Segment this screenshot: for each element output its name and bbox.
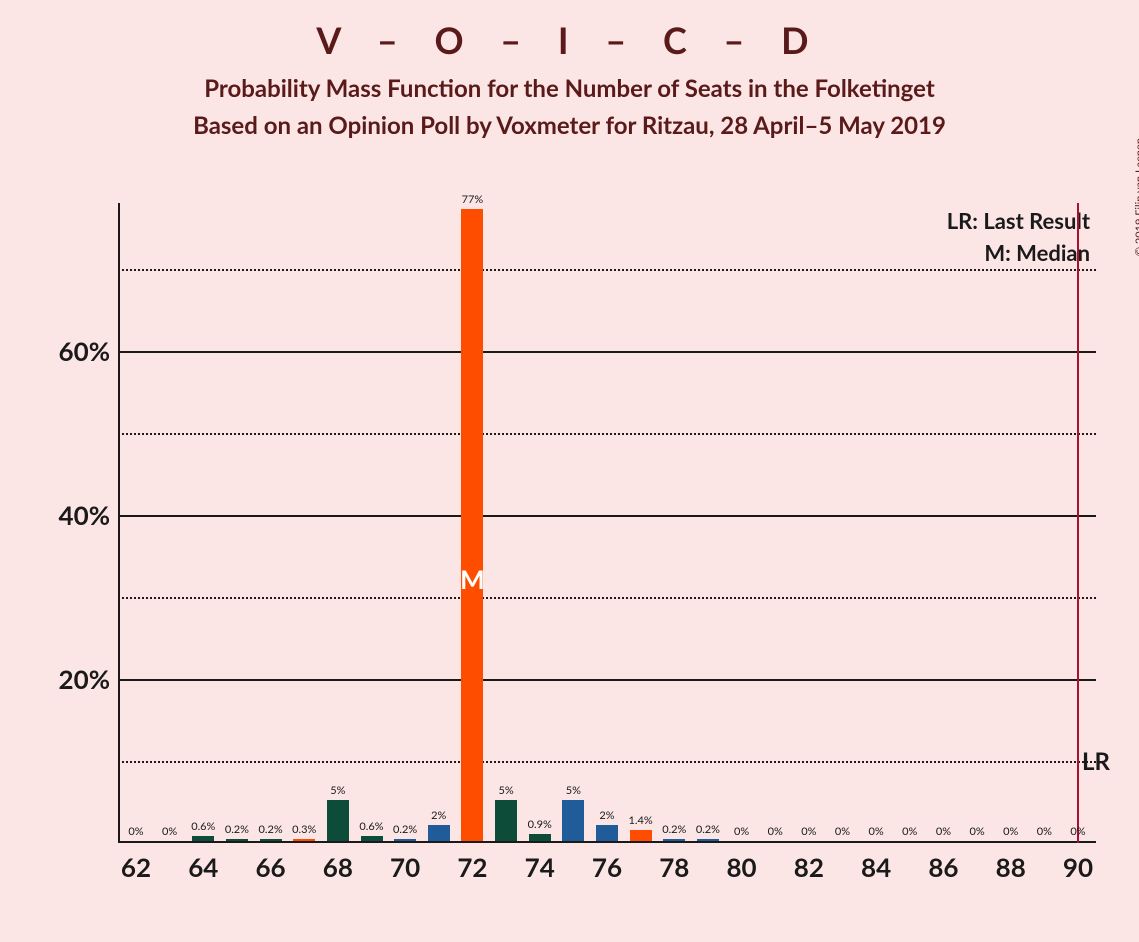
bar-value-label: 0%	[128, 825, 143, 838]
x-tick-label: 72	[457, 851, 487, 883]
x-tick-label: 82	[794, 851, 824, 883]
bar-value-label: 0%	[734, 825, 749, 838]
chart-title: V – O – I – C – D	[0, 18, 1139, 62]
last-result-marker: LR	[1082, 747, 1110, 776]
bar: 5%	[495, 800, 517, 841]
bar: 0.2%	[697, 839, 719, 841]
bar: 1.4%	[630, 830, 652, 841]
bar-value-label: 0.2%	[696, 823, 720, 836]
bar: 0.2%	[226, 839, 248, 841]
chart-subtitle-1: Probability Mass Function for the Number…	[0, 74, 1139, 103]
bar: 0.2%	[260, 839, 282, 841]
x-tick-label: 88	[996, 851, 1026, 883]
last-result-line	[1077, 203, 1079, 843]
bar-value-label: 2%	[431, 809, 446, 822]
bar-value-label: 0.2%	[393, 823, 417, 836]
bar-value-label: 0.3%	[292, 823, 316, 836]
y-tick-label: 40%	[30, 499, 110, 531]
x-tick-label: 78	[659, 851, 689, 883]
bar-value-label: 77%	[462, 193, 484, 206]
x-tick-label: 76	[592, 851, 622, 883]
bar: 5%	[327, 800, 349, 841]
bar-value-label: 0.2%	[258, 823, 282, 836]
x-tick-label: 90	[1063, 851, 1093, 883]
copyright-text: © 2019 Filip van Laenen	[1133, 138, 1139, 256]
bar-value-label: 5%	[566, 784, 581, 797]
gridline-minor	[118, 433, 1096, 435]
gridline-major	[118, 679, 1096, 681]
bar-value-label: 0.2%	[225, 823, 249, 836]
gridline-minor	[118, 761, 1096, 763]
x-tick-label: 74	[525, 851, 555, 883]
x-tick-label: 70	[390, 851, 420, 883]
bar: 2%	[596, 825, 618, 841]
bar-value-label: 0.6%	[191, 820, 215, 833]
bar-value-label: 0.6%	[359, 820, 383, 833]
bar-value-label: 0%	[902, 825, 917, 838]
bar-value-label: 2%	[599, 809, 614, 822]
bar-value-label: 0%	[801, 825, 816, 838]
bar: 0.2%	[394, 839, 416, 841]
plot-area: LR: Last Result M: Median 20%40%60%62646…	[118, 203, 1096, 843]
bar-value-label: 0%	[1037, 825, 1052, 838]
bar: 0.6%	[361, 836, 383, 841]
gridline-minor	[118, 597, 1096, 599]
x-tick-label: 80	[726, 851, 756, 883]
bar-value-label: 0%	[1003, 825, 1018, 838]
bar-value-label: 0%	[162, 825, 177, 838]
bar: 77%M	[461, 209, 483, 841]
x-tick-label: 66	[255, 851, 285, 883]
y-axis-line	[118, 203, 120, 843]
gridline-major	[118, 351, 1096, 353]
bar: 0.6%	[192, 836, 214, 841]
bar-value-label: 0%	[936, 825, 951, 838]
bar-value-label: 5%	[330, 784, 345, 797]
gridline-major	[118, 515, 1096, 517]
x-tick-label: 64	[188, 851, 218, 883]
x-tick-label: 84	[861, 851, 891, 883]
median-marker: M	[460, 563, 485, 595]
bar-value-label: 0%	[969, 825, 984, 838]
bar-value-label: 0.2%	[662, 823, 686, 836]
bar: 2%	[428, 825, 450, 841]
x-tick-label: 68	[323, 851, 353, 883]
x-axis-line	[118, 841, 1096, 843]
bar-value-label: 0%	[835, 825, 850, 838]
bar-value-label: 0.9%	[528, 818, 552, 831]
bar: 0.9%	[529, 834, 551, 841]
bar-value-label: 0%	[869, 825, 884, 838]
bar: 0.3%	[293, 839, 315, 841]
legend-lr: LR: Last Result	[947, 207, 1090, 234]
x-tick-label: 86	[928, 851, 958, 883]
y-tick-label: 20%	[30, 663, 110, 695]
legend-median: M: Median	[984, 239, 1090, 266]
chart-subtitle-2: Based on an Opinion Poll by Voxmeter for…	[0, 111, 1139, 140]
bar-value-label: 0%	[1070, 825, 1085, 838]
bar-value-label: 5%	[498, 784, 513, 797]
bar-value-label: 1.4%	[629, 814, 653, 827]
bar-value-label: 0%	[768, 825, 783, 838]
x-tick-label: 62	[121, 851, 151, 883]
y-tick-label: 60%	[30, 335, 110, 367]
gridline-minor	[118, 269, 1096, 271]
bar: 5%	[562, 800, 584, 841]
bar: 0.2%	[663, 839, 685, 841]
